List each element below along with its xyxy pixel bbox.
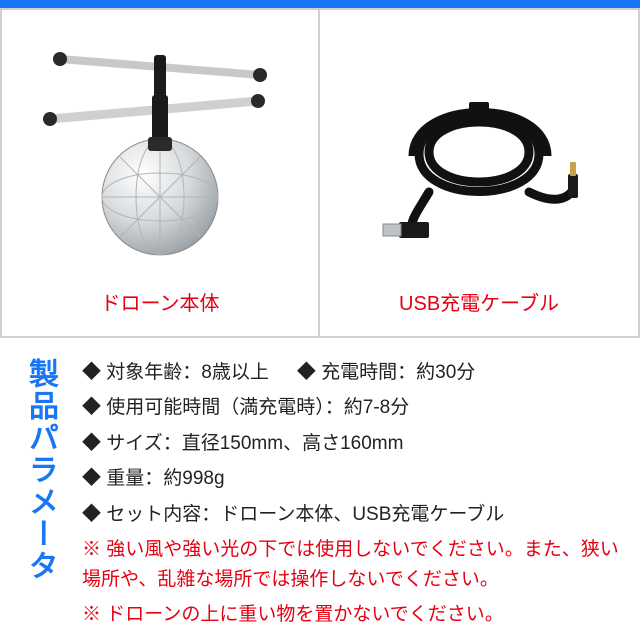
cable-image-box xyxy=(320,30,638,273)
drone-image-box xyxy=(2,30,318,273)
spec-size: ◆ サイズ：直径150mm、高さ160mm xyxy=(82,429,622,458)
spec-set: ◆ セット内容：ドローン本体、USB充電ケーブル xyxy=(82,500,622,529)
panel-cable-label: USB充電ケーブル xyxy=(399,273,559,336)
panel-cable: USB充電ケーブル xyxy=(320,8,640,338)
spec-chargetime: ◆ 充電時間：約30分 xyxy=(297,358,475,387)
panel-drone: ドローン本体 xyxy=(0,8,320,338)
drone-toy-icon xyxy=(30,37,290,267)
warning-1: ※ 強い風や強い光の下では使用しないでください。また、狭い場所や、乱雑な場所では… xyxy=(82,535,622,594)
spec-section: 製品パラメータ ◆ 対象年齢：8歳以上 ◆ 充電時間：約30分 ◆ 使用可能時間… xyxy=(0,338,640,630)
spec-heading: 製品パラメータ xyxy=(18,358,62,630)
warning-2: ※ ドローンの上に重い物を置かないでください。 xyxy=(82,600,622,629)
panel-drone-label: ドローン本体 xyxy=(101,273,220,336)
spec-usetime: ◆ 使用可能時間（満充電時）：約7-8分 xyxy=(82,393,622,422)
spec-lines: ◆ 対象年齢：8歳以上 ◆ 充電時間：約30分 ◆ 使用可能時間（満充電時）：約… xyxy=(82,358,622,630)
spec-age: ◆ 対象年齢：8歳以上 xyxy=(82,358,269,387)
usb-cable-icon xyxy=(369,62,589,242)
spec-weight: ◆ 重量：約998g xyxy=(82,464,622,493)
top-accent-bar xyxy=(0,0,640,8)
spec-row-1: ◆ 対象年齢：8歳以上 ◆ 充電時間：約30分 xyxy=(82,358,622,387)
product-image-row: ドローン本体 USB充電ケーブル xyxy=(0,8,640,338)
